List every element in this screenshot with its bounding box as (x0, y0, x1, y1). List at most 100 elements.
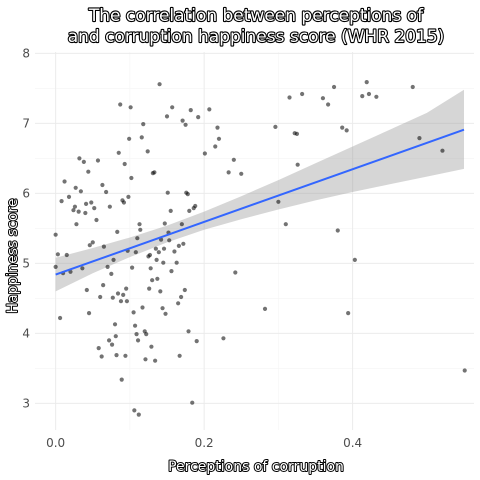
data-point (83, 210, 88, 216)
data-point (132, 323, 138, 328)
data-point (196, 115, 201, 120)
data-point (87, 243, 92, 248)
data-point (213, 144, 218, 149)
data-point (136, 412, 141, 417)
data-point (185, 192, 190, 197)
data-point (202, 151, 207, 156)
data-point (157, 82, 162, 87)
data-point (190, 400, 195, 405)
confidence-band (55, 89, 464, 292)
chart-title-line-1: The correlation between perceptions of (88, 6, 424, 26)
data-point (77, 156, 82, 161)
data-point (152, 170, 157, 175)
data-point (287, 95, 292, 100)
data-point (115, 291, 121, 296)
data-point (410, 84, 415, 90)
data-point (164, 114, 170, 119)
data-point (83, 201, 89, 206)
data-point (165, 190, 170, 195)
data-point (167, 238, 172, 243)
y-tick-labels: 3 4 5 6 7 8 (22, 46, 30, 410)
data-point (462, 368, 467, 373)
data-point (101, 283, 106, 288)
data-point (194, 339, 199, 344)
data-point (140, 305, 145, 310)
data-point (352, 257, 357, 262)
data-point (239, 171, 244, 176)
data-point (161, 260, 166, 265)
data-point (73, 185, 78, 190)
data-point (262, 306, 268, 311)
x-tick-label: 0.4 (343, 436, 362, 450)
data-point (124, 299, 130, 304)
data-point (109, 271, 114, 276)
data-point (170, 105, 175, 110)
data-point (193, 203, 198, 209)
data-point (156, 250, 161, 255)
data-point (118, 102, 123, 107)
regression-line-group (55, 128, 465, 276)
data-point (168, 208, 173, 213)
data-point (121, 200, 127, 205)
data-point (71, 208, 76, 213)
data-point (127, 136, 132, 141)
data-point (295, 162, 300, 167)
data-point (90, 240, 95, 245)
data-point (114, 353, 119, 358)
data-point (179, 294, 184, 300)
data-point (107, 204, 112, 209)
data-point (144, 332, 149, 337)
y-tick-label: 4 (22, 326, 30, 340)
data-point (176, 301, 181, 306)
y-tick-label: 7 (22, 116, 30, 130)
data-point (143, 357, 148, 362)
data-point (72, 204, 78, 209)
data-point (94, 217, 99, 223)
data-point (62, 179, 67, 184)
data-point (163, 311, 168, 316)
data-point (123, 353, 128, 358)
data-point (188, 108, 193, 113)
data-point (121, 292, 126, 297)
data-point (64, 252, 69, 258)
data-point (155, 276, 160, 281)
data-point (135, 338, 141, 343)
data-point (81, 159, 86, 164)
x-tick-label: 0.0 (46, 436, 65, 450)
y-tick-label: 8 (22, 46, 30, 60)
data-point (122, 161, 127, 167)
data-point (176, 243, 181, 248)
grid-lines (35, 52, 474, 430)
data-point (95, 158, 101, 163)
data-point (182, 287, 187, 293)
data-point (174, 260, 179, 265)
data-point (215, 125, 220, 130)
data-point (331, 84, 337, 90)
data-point (134, 332, 139, 337)
data-point (346, 311, 351, 316)
data-point (132, 408, 137, 413)
data-point (150, 278, 155, 283)
data-point (111, 257, 116, 262)
data-point (112, 322, 118, 327)
data-point (116, 150, 121, 155)
data-point (129, 175, 134, 181)
x-tick-labels: 0.0 0.2 0.4 (46, 436, 362, 450)
data-point (118, 299, 124, 304)
data-point (55, 252, 60, 257)
data-point (130, 265, 135, 270)
data-point (84, 287, 89, 293)
data-point (96, 346, 101, 351)
data-point (360, 94, 365, 99)
x-axis-title: Perceptions of corruption (168, 459, 344, 475)
data-point (133, 250, 138, 255)
data-point (172, 249, 177, 254)
data-point (139, 135, 144, 140)
data-point (160, 306, 165, 311)
data-points (53, 80, 467, 417)
data-point (440, 148, 445, 153)
data-point (131, 310, 136, 315)
regression-line (55, 128, 465, 276)
data-point (273, 124, 278, 129)
